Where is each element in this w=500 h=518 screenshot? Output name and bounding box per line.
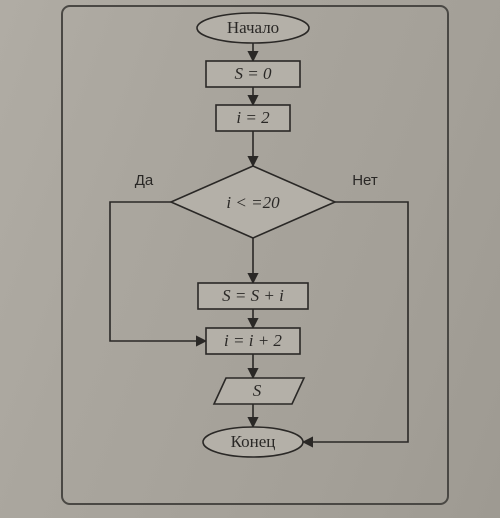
node-i2-label: i = 2: [236, 108, 270, 127]
label-no: Нет: [352, 172, 378, 189]
label-yes: Да: [135, 172, 154, 189]
node-ii2-label: i = i + 2: [224, 331, 282, 350]
page-background: Начало S = 0 i = 2 i < =20 Да Нет S = S …: [0, 0, 500, 518]
node-ssi-label: S = S + i: [222, 286, 284, 305]
edge-no-exit: [303, 202, 408, 442]
node-out-label: S: [253, 381, 262, 400]
node-cond-label: i < =20: [226, 193, 280, 212]
node-end-label: Конец: [231, 432, 276, 451]
edge-yes-loop: [110, 202, 206, 341]
node-s0-label: S = 0: [235, 64, 272, 83]
node-start-label: Начало: [227, 18, 279, 37]
flowchart-svg: Начало S = 0 i = 2 i < =20 Да Нет S = S …: [0, 0, 500, 518]
